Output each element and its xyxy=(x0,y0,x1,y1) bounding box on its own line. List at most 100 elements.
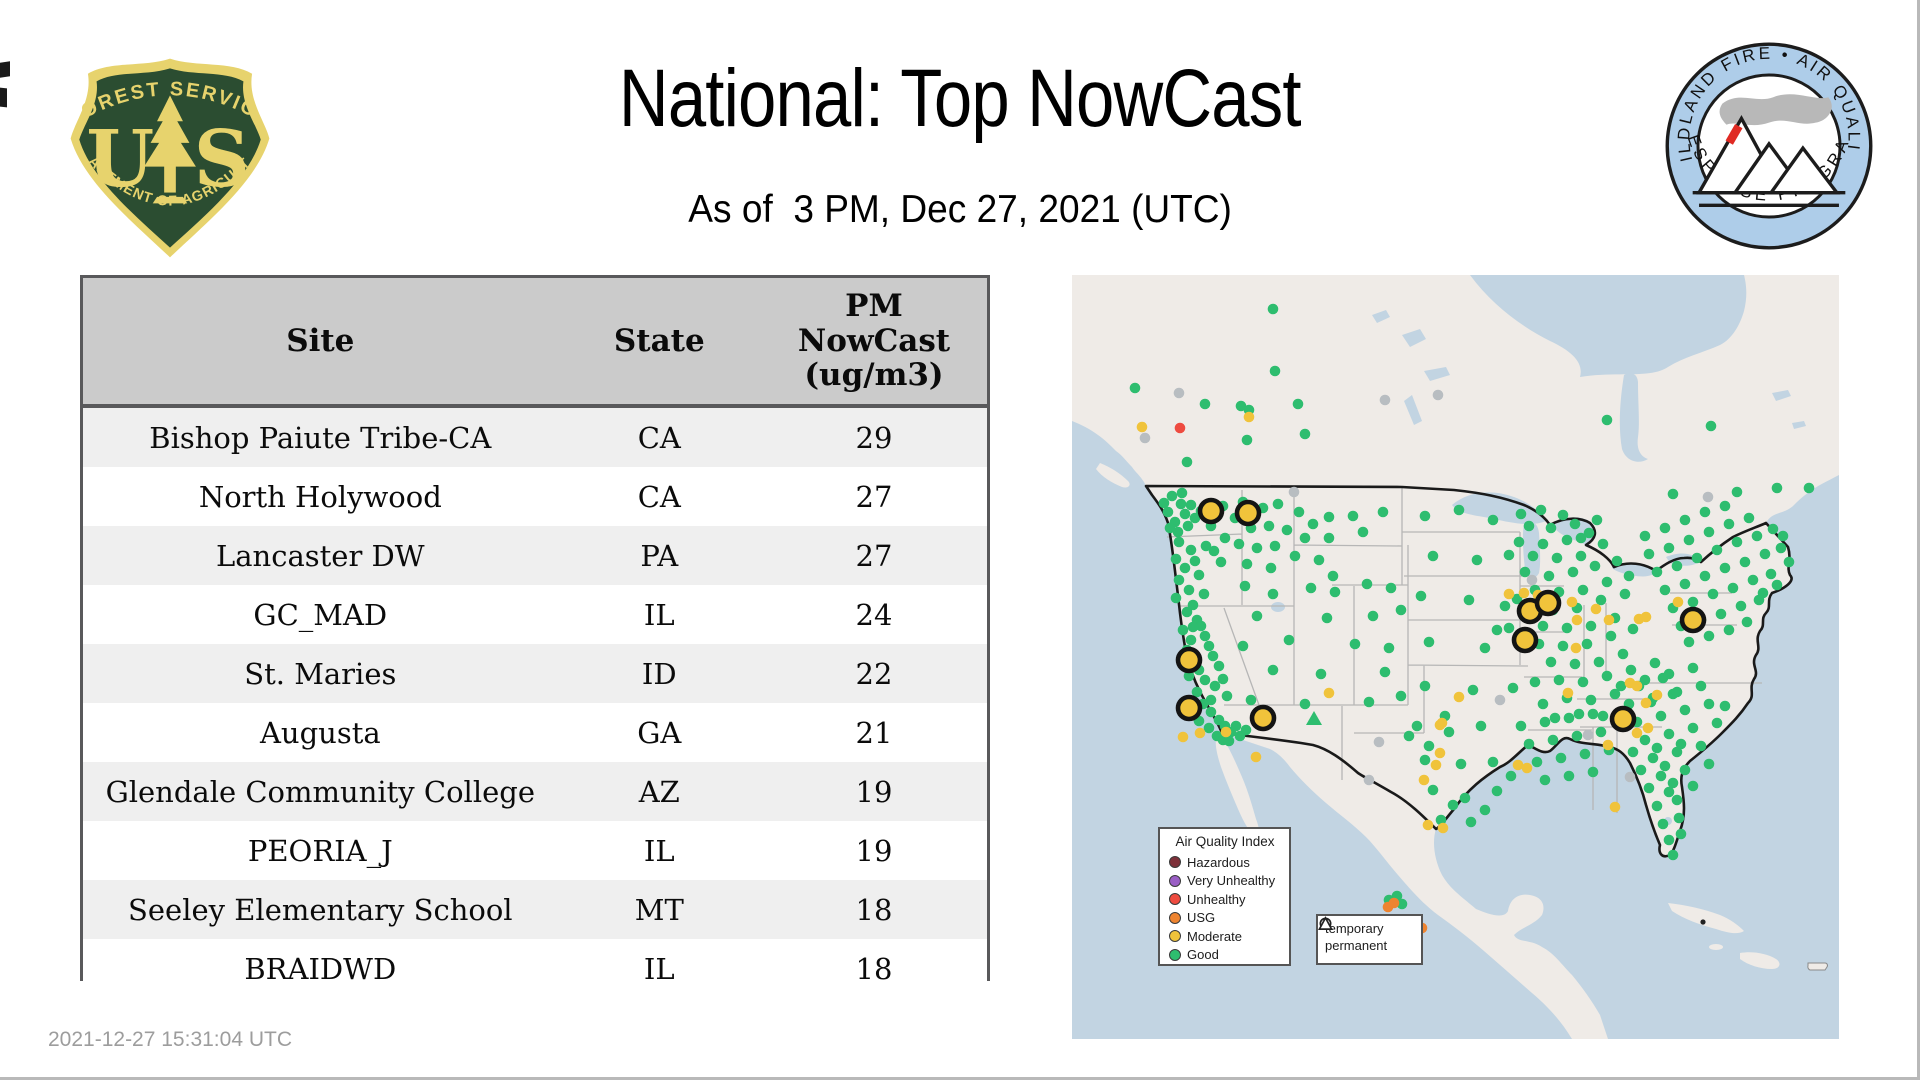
monitor-dot-other xyxy=(1702,491,1714,503)
monitor-dot-good xyxy=(1703,630,1715,642)
monitor-dot-good xyxy=(1723,518,1735,530)
monitor-dot-good xyxy=(1487,756,1499,768)
monitor-dot-good xyxy=(1223,735,1235,747)
monitor-dot-good xyxy=(1703,526,1715,538)
monitor-dot-good xyxy=(1719,500,1731,512)
monitor-dot-good xyxy=(1241,558,1253,570)
monitor-dot-good xyxy=(1663,728,1675,740)
table-cell: Glendale Community College xyxy=(105,774,535,809)
monitor-dot-moderate xyxy=(1430,759,1442,771)
monitor-dot-good xyxy=(1587,708,1599,720)
monitor-dot-good xyxy=(1205,706,1217,718)
monitor-dot-good xyxy=(1321,612,1333,624)
top-site-circle xyxy=(1175,646,1203,674)
monitor-dot-good xyxy=(1683,636,1695,648)
monitor-dot-good xyxy=(1735,600,1747,612)
aqi-legend-title: Air Quality Index xyxy=(1175,834,1275,849)
table-cell: Bishop Paiute Tribe-CA xyxy=(149,420,492,455)
monitor-dot-good xyxy=(1585,694,1597,706)
monitor-dot-good xyxy=(1659,584,1671,596)
map-land xyxy=(1072,275,1839,1039)
monitor-dot-good xyxy=(1699,506,1711,518)
monitor-dot-good xyxy=(1230,720,1242,732)
monitor-dot-good xyxy=(1719,562,1731,574)
monitor-dot-good xyxy=(1367,610,1379,622)
monitor-dot-good xyxy=(1547,734,1559,746)
monitor-dot-moderate xyxy=(1503,588,1515,600)
monitor-dot-good xyxy=(1281,524,1293,536)
monitor-dot-good xyxy=(1767,523,1779,535)
monitor-dot-good xyxy=(1427,784,1439,796)
top-site-circle xyxy=(1679,606,1707,634)
monitor-dot-good xyxy=(1459,792,1471,804)
pine-tree-icon xyxy=(144,95,196,204)
monitor-dot-good xyxy=(1283,634,1295,646)
monitor-dot-other xyxy=(1173,387,1185,399)
monitor-dot-good xyxy=(1315,668,1327,680)
monitor-dot-good xyxy=(1327,570,1339,582)
monitor-dot-good xyxy=(1539,716,1551,728)
monitor-dot-moderate xyxy=(1631,727,1643,739)
monitor-dot-good xyxy=(1507,682,1519,694)
top-site-circle xyxy=(1534,589,1562,617)
monitor-dot-good xyxy=(1395,690,1407,702)
monitor-dot-moderate xyxy=(1512,759,1524,771)
monitor-dot-good xyxy=(1575,532,1587,544)
monitor-dot-good xyxy=(1172,526,1184,538)
monitor-dot-good xyxy=(1675,828,1687,840)
monitor-dot-moderate xyxy=(1609,801,1621,813)
monitor-dot-moderate xyxy=(1136,421,1148,433)
monitor-dot-good xyxy=(1679,704,1691,716)
table-cell: GA xyxy=(637,715,682,750)
monitor-dot-good xyxy=(1403,730,1415,742)
monitor-dot-good xyxy=(1347,510,1359,522)
monitor-dot-good xyxy=(1673,812,1685,824)
table-cell: AZ xyxy=(638,774,680,809)
aqi-legend-item: Good xyxy=(1169,948,1283,961)
monitor-dot-good xyxy=(1557,509,1569,521)
monitor-dot-good xyxy=(1173,574,1185,586)
monitor-dot-good xyxy=(1447,799,1459,811)
monitor-dot-good xyxy=(1543,570,1555,582)
monitor-dot-good xyxy=(1759,548,1771,560)
monitor-dot-good xyxy=(1683,534,1695,546)
monitor-dot-good xyxy=(1611,555,1623,567)
monitor-dot-good xyxy=(1503,549,1515,561)
monitor-dot-good xyxy=(1585,620,1597,632)
monitor-dot-moderate xyxy=(1453,691,1465,703)
monitor-dot-good xyxy=(1639,674,1651,686)
monitor-dot-good xyxy=(1617,648,1629,660)
table-header-row: Site State PM NowCast (ug/m3) xyxy=(83,278,987,408)
monitor-dot-good xyxy=(1659,760,1671,772)
monitor-dot-good xyxy=(1463,594,1475,606)
monitor-dot-good xyxy=(1593,656,1605,668)
aqi-legend-item: Very Unhealthy xyxy=(1169,874,1283,887)
monitor-dot-good xyxy=(1663,542,1675,554)
monitor-dot-good xyxy=(1771,579,1783,591)
monitor-dot-good xyxy=(1199,630,1211,642)
monitor-dot-good xyxy=(1217,673,1229,685)
monitor-dot-good xyxy=(1649,657,1661,669)
monitor-dot-good xyxy=(1299,428,1311,440)
monitor-dot-good xyxy=(1679,764,1691,776)
monitor-dot-good xyxy=(1707,588,1719,600)
table-cell: ID xyxy=(641,656,677,691)
nowcast-table: Site State PM NowCast (ug/m3) Bishop Pai… xyxy=(80,275,990,998)
aqi-legend: Air Quality Index Hazardous Very Unhealth… xyxy=(1158,827,1291,966)
monitor-dot-good xyxy=(1200,540,1212,552)
monitor-dot-good xyxy=(1179,562,1191,574)
top-site-circle xyxy=(1609,705,1637,733)
monitor-dot-good xyxy=(1195,620,1207,632)
monitor-dot-good xyxy=(1703,698,1715,710)
monitor-dot-good xyxy=(1221,690,1233,702)
monitor-dot-good xyxy=(1651,800,1663,812)
monitor-dot-unhealthy xyxy=(1174,422,1186,434)
footer-timestamp: 2021-12-27 15:31:04 UTC xyxy=(48,1028,292,1051)
monitor-dot-good xyxy=(1513,536,1525,548)
monitor-dot-good xyxy=(1515,508,1527,520)
monitor-dot-good xyxy=(1166,490,1178,502)
marker-type-legend: temporary permanent xyxy=(1316,914,1423,965)
monitor-dot-good xyxy=(1627,746,1639,758)
monitor-dot-good xyxy=(1667,777,1679,789)
monitor-dot-good xyxy=(1181,606,1193,618)
